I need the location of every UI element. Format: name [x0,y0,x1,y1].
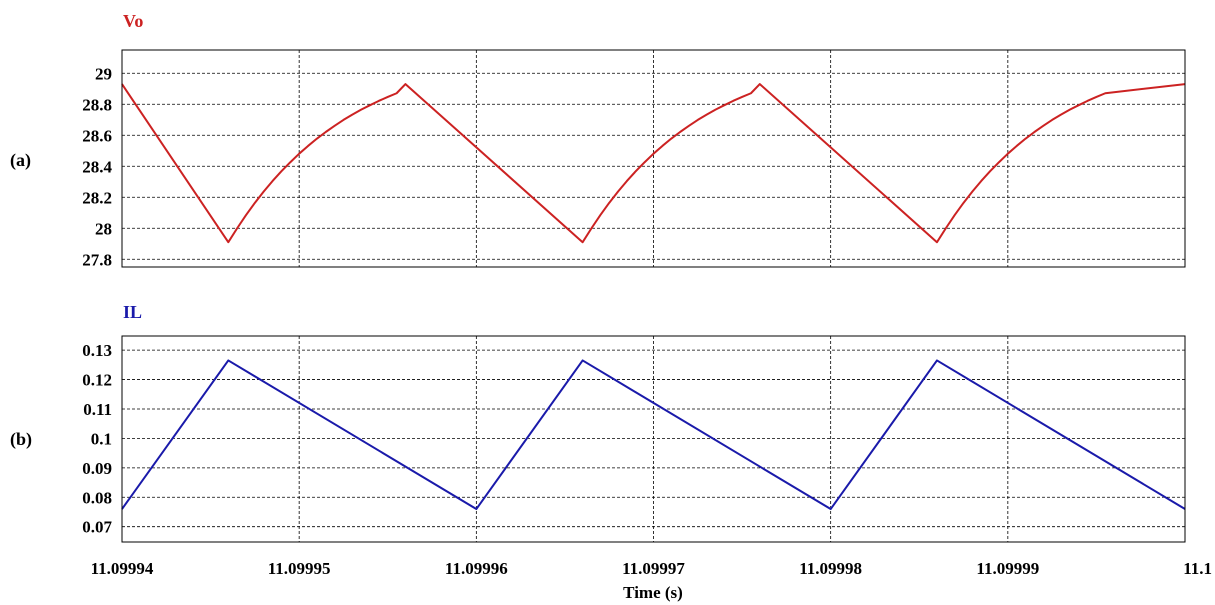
y-tick-label: 0.13 [82,341,112,360]
panel-a-grid [122,50,1185,267]
x-tick-label: 11.1 [1183,559,1212,578]
x-tick-label: 11.09999 [976,559,1039,578]
y-tick-label: 0.11 [83,400,112,419]
panel-a-label: (a) [10,150,31,171]
panel-a-y-ticks: 27.8 28 28.2 28.4 28.6 28.8 29 [82,64,112,269]
x-tick-label: 11.09996 [445,559,508,578]
panel-b-y-ticks: 0.07 0.08 0.09 0.1 0.11 0.12 0.13 [82,341,112,537]
panel-b-frame [121,335,1186,543]
panel-a: Vo (a) 27.8 28 28.2 28.4 28.6 28.8 29 [10,11,1186,269]
y-tick-label: 29 [95,64,112,83]
y-tick-label: 0.1 [91,429,112,448]
y-tick-label: 28.8 [82,95,112,114]
panel-a-title: Vo [123,11,143,31]
il-series-line [121,359,1186,511]
y-tick-label: 28.2 [82,188,112,207]
panel-b-title: IL [123,302,142,322]
y-tick-label: 0.08 [82,488,112,507]
panel-a-frame [121,49,1186,268]
y-tick-label: 28.4 [82,157,112,176]
y-tick-label: 0.12 [82,371,112,390]
vo-series-line [121,83,1186,244]
panel-b-label: (b) [10,429,32,450]
x-tick-label: 11.09998 [799,559,862,578]
y-tick-label: 28 [95,219,112,238]
y-tick-label: 0.07 [82,518,112,537]
panel-b-grid [122,336,1185,542]
x-tick-label: 11.09994 [91,559,154,578]
x-axis-label: Time (s) [623,583,683,602]
y-tick-label: 0.09 [82,459,112,478]
x-tick-label: 11.09997 [622,559,685,578]
panel-b: IL (b) 0.07 0.08 0.09 0.1 0.11 0.12 0.13 [10,302,1186,543]
y-tick-label: 27.8 [82,250,112,269]
x-axis-ticks: 11.09994 11.09995 11.09996 11.09997 11.09998… [91,559,1212,578]
y-tick-label: 28.6 [82,126,112,145]
x-tick-label: 11.09995 [268,559,331,578]
